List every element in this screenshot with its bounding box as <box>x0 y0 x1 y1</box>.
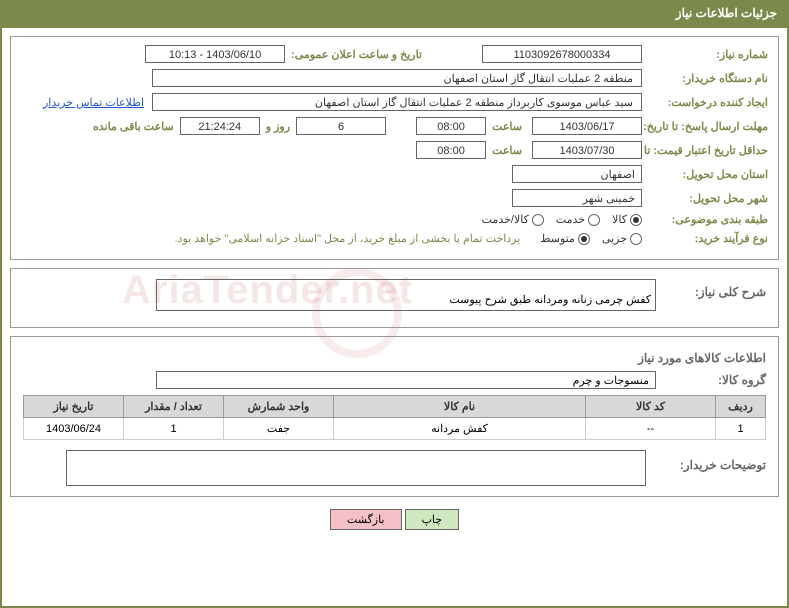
print-button[interactable]: چاپ <box>405 509 460 530</box>
radio-label: خدمت <box>556 213 585 226</box>
days-and-label: روز و <box>266 120 290 133</box>
city-label: شهر محل تحویل: <box>648 192 768 205</box>
comments-box <box>66 450 646 486</box>
description-label: شرح کلی نیاز: <box>656 285 766 299</box>
payment-note: پرداخت تمام یا بخشی از مبلغ خرید، از محل… <box>175 232 521 245</box>
main-container: AriaTender.net شماره نیاز: 1103092678000… <box>0 26 789 608</box>
td-qty: 1 <box>124 418 224 440</box>
row-purchase-type: نوع فرآیند خرید: جزیی متوسط پرداخت تمام … <box>21 232 768 245</box>
td-row: 1 <box>716 418 766 440</box>
button-bar: چاپ بازگشت <box>10 509 779 530</box>
page-title: جزئیات اطلاعات نیاز <box>676 6 777 20</box>
remaining-label: ساعت باقی مانده <box>93 120 174 133</box>
table-header-row: ردیف کد کالا نام کالا واحد شمارش تعداد /… <box>24 396 766 418</box>
province-label: استان محل تحویل: <box>648 168 768 181</box>
purchase-type-label: نوع فرآیند خرید: <box>648 232 768 245</box>
row-city: شهر محل تحویل: خمینی شهر <box>21 189 768 207</box>
th-code: کد کالا <box>586 396 716 418</box>
back-button[interactable]: بازگشت <box>330 509 402 530</box>
deadline-date-field: 1403/06/17 <box>532 117 642 135</box>
th-unit: واحد شمارش <box>224 396 334 418</box>
row-province: استان محل تحویل: اصفهان <box>21 165 768 183</box>
buyer-org-label: نام دستگاه خریدار: <box>648 72 768 85</box>
need-number-label: شماره نیاز: <box>648 48 768 61</box>
radio-item-minor[interactable]: جزیی <box>602 232 642 245</box>
days-field: 6 <box>296 117 386 135</box>
details-box: شماره نیاز: 1103092678000334 تاریخ و ساع… <box>10 36 779 260</box>
th-qty: تعداد / مقدار <box>124 396 224 418</box>
row-requester: ایجاد کننده درخواست: سید عباس موسوی کارب… <box>21 93 768 111</box>
requester-field: سید عباس موسوی کاربرداز منطقه 2 عملیات ا… <box>152 93 642 111</box>
category-label: طبقه بندی موضوعی: <box>648 213 768 226</box>
row-need-number: شماره نیاز: 1103092678000334 تاریخ و ساع… <box>21 45 768 63</box>
row-validity: حداقل تاریخ اعتبار قیمت: تا تاریخ: 1403/… <box>21 141 768 159</box>
buyer-org-field: منطقه 2 عملیات انتقال گاز استان اصفهان <box>152 69 642 87</box>
validity-time-label: ساعت <box>492 144 522 157</box>
radio-label: کالا <box>612 213 627 226</box>
countdown-field: 21:24:24 <box>180 117 260 135</box>
deadline-time-label: ساعت <box>492 120 522 133</box>
announce-datetime-field: 1403/06/10 - 10:13 <box>145 45 285 63</box>
deadline-label: مهلت ارسال پاسخ: تا تاریخ: <box>648 120 768 133</box>
page-header: جزئیات اطلاعات نیاز <box>0 0 789 26</box>
radio-icon <box>578 233 590 245</box>
th-row: ردیف <box>716 396 766 418</box>
th-date: تاریخ نیاز <box>24 396 124 418</box>
radio-icon <box>630 233 642 245</box>
city-field: خمینی شهر <box>512 189 642 207</box>
th-name: نام کالا <box>334 396 586 418</box>
category-radio-group: کالا خدمت کالا/خدمت <box>482 213 642 226</box>
row-category: طبقه بندی موضوعی: کالا خدمت کالا/خدمت <box>21 213 768 226</box>
goods-section-title: اطلاعات کالاهای مورد نیاز <box>23 351 766 365</box>
goods-box: اطلاعات کالاهای مورد نیاز گروه کالا: منس… <box>10 336 779 497</box>
group-label: گروه کالا: <box>656 373 766 387</box>
radio-item-service[interactable]: خدمت <box>556 213 600 226</box>
td-code: -- <box>586 418 716 440</box>
radio-icon <box>532 214 544 226</box>
table-row: 1 -- کفش مردانه جفت 1 1403/06/24 <box>24 418 766 440</box>
group-field: منسوجات و چرم <box>156 371 656 389</box>
validity-label: حداقل تاریخ اعتبار قیمت: تا تاریخ: <box>648 144 768 157</box>
radio-item-goods[interactable]: کالا <box>612 213 642 226</box>
radio-item-both[interactable]: کالا/خدمت <box>482 213 544 226</box>
requester-label: ایجاد کننده درخواست: <box>648 96 768 109</box>
description-box: شرح کلی نیاز: کفش چرمی زنانه ومردانه طبق… <box>10 268 779 328</box>
deadline-time-field: 08:00 <box>416 117 486 135</box>
contact-link[interactable]: اطلاعات تماس خریدار <box>43 96 144 109</box>
need-number-field: 1103092678000334 <box>482 45 642 63</box>
td-unit: جفت <box>224 418 334 440</box>
description-text: کفش چرمی زنانه ومردانه طبق شرح پیوست <box>449 293 651 306</box>
radio-label: جزیی <box>602 232 627 245</box>
validity-date-field: 1403/07/30 <box>532 141 642 159</box>
province-field: اصفهان <box>512 165 642 183</box>
comments-row: توضیحات خریدار: <box>23 450 766 486</box>
radio-label: کالا/خدمت <box>482 213 529 226</box>
row-buyer-org: نام دستگاه خریدار: منطقه 2 عملیات انتقال… <box>21 69 768 87</box>
goods-table: ردیف کد کالا نام کالا واحد شمارش تعداد /… <box>23 395 766 440</box>
validity-time-field: 08:00 <box>416 141 486 159</box>
row-deadline: مهلت ارسال پاسخ: تا تاریخ: 1403/06/17 سا… <box>21 117 768 135</box>
description-field: کفش چرمی زنانه ومردانه طبق شرح پیوست <box>156 279 656 311</box>
purchase-radio-group: جزیی متوسط <box>540 232 642 245</box>
comments-label: توضیحات خریدار: <box>656 458 766 472</box>
radio-icon <box>588 214 600 226</box>
radio-item-medium[interactable]: متوسط <box>540 232 590 245</box>
radio-label: متوسط <box>540 232 575 245</box>
announce-datetime-label: تاریخ و ساعت اعلان عمومی: <box>291 48 422 61</box>
td-date: 1403/06/24 <box>24 418 124 440</box>
td-name: کفش مردانه <box>334 418 586 440</box>
radio-icon <box>630 214 642 226</box>
